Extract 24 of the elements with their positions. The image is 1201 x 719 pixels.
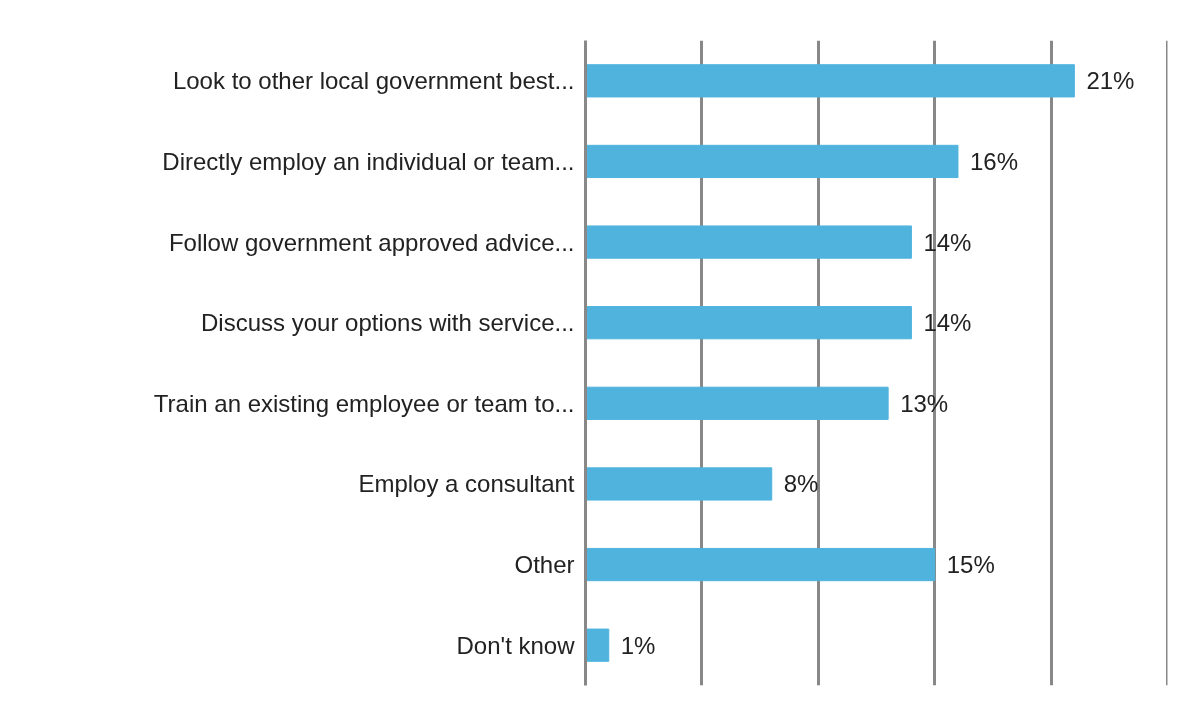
data-label: 8% (783, 470, 819, 498)
y-tick-label: Directly employ an individual or team... (162, 147, 575, 175)
bar (585, 144, 959, 179)
bar (585, 467, 773, 501)
data-label: 21% (1086, 67, 1135, 95)
data-label: 16% (969, 147, 1019, 175)
data-label: 14% (923, 309, 972, 337)
bar (585, 547, 936, 582)
bar (585, 386, 889, 420)
y-tick-label: Follow government approved advice... (168, 228, 575, 256)
y-tick-label: Discuss your options with service... (201, 309, 575, 337)
y-tick-label: Employ a consultant (358, 470, 575, 498)
bar (585, 306, 912, 340)
bar (585, 64, 1075, 98)
y-tick-label: Look to other local government best... (172, 67, 575, 95)
bar (585, 225, 912, 259)
data-label: 15% (946, 551, 995, 579)
y-tick-label: Don't know (456, 631, 576, 659)
y-tick-label: Train an existing employee or team to... (153, 389, 575, 417)
data-label: 1% (620, 631, 656, 659)
y-tick-label: Other (514, 551, 575, 579)
data-label: 13% (900, 389, 949, 417)
bar (585, 628, 610, 662)
data-label: 14% (923, 228, 972, 256)
